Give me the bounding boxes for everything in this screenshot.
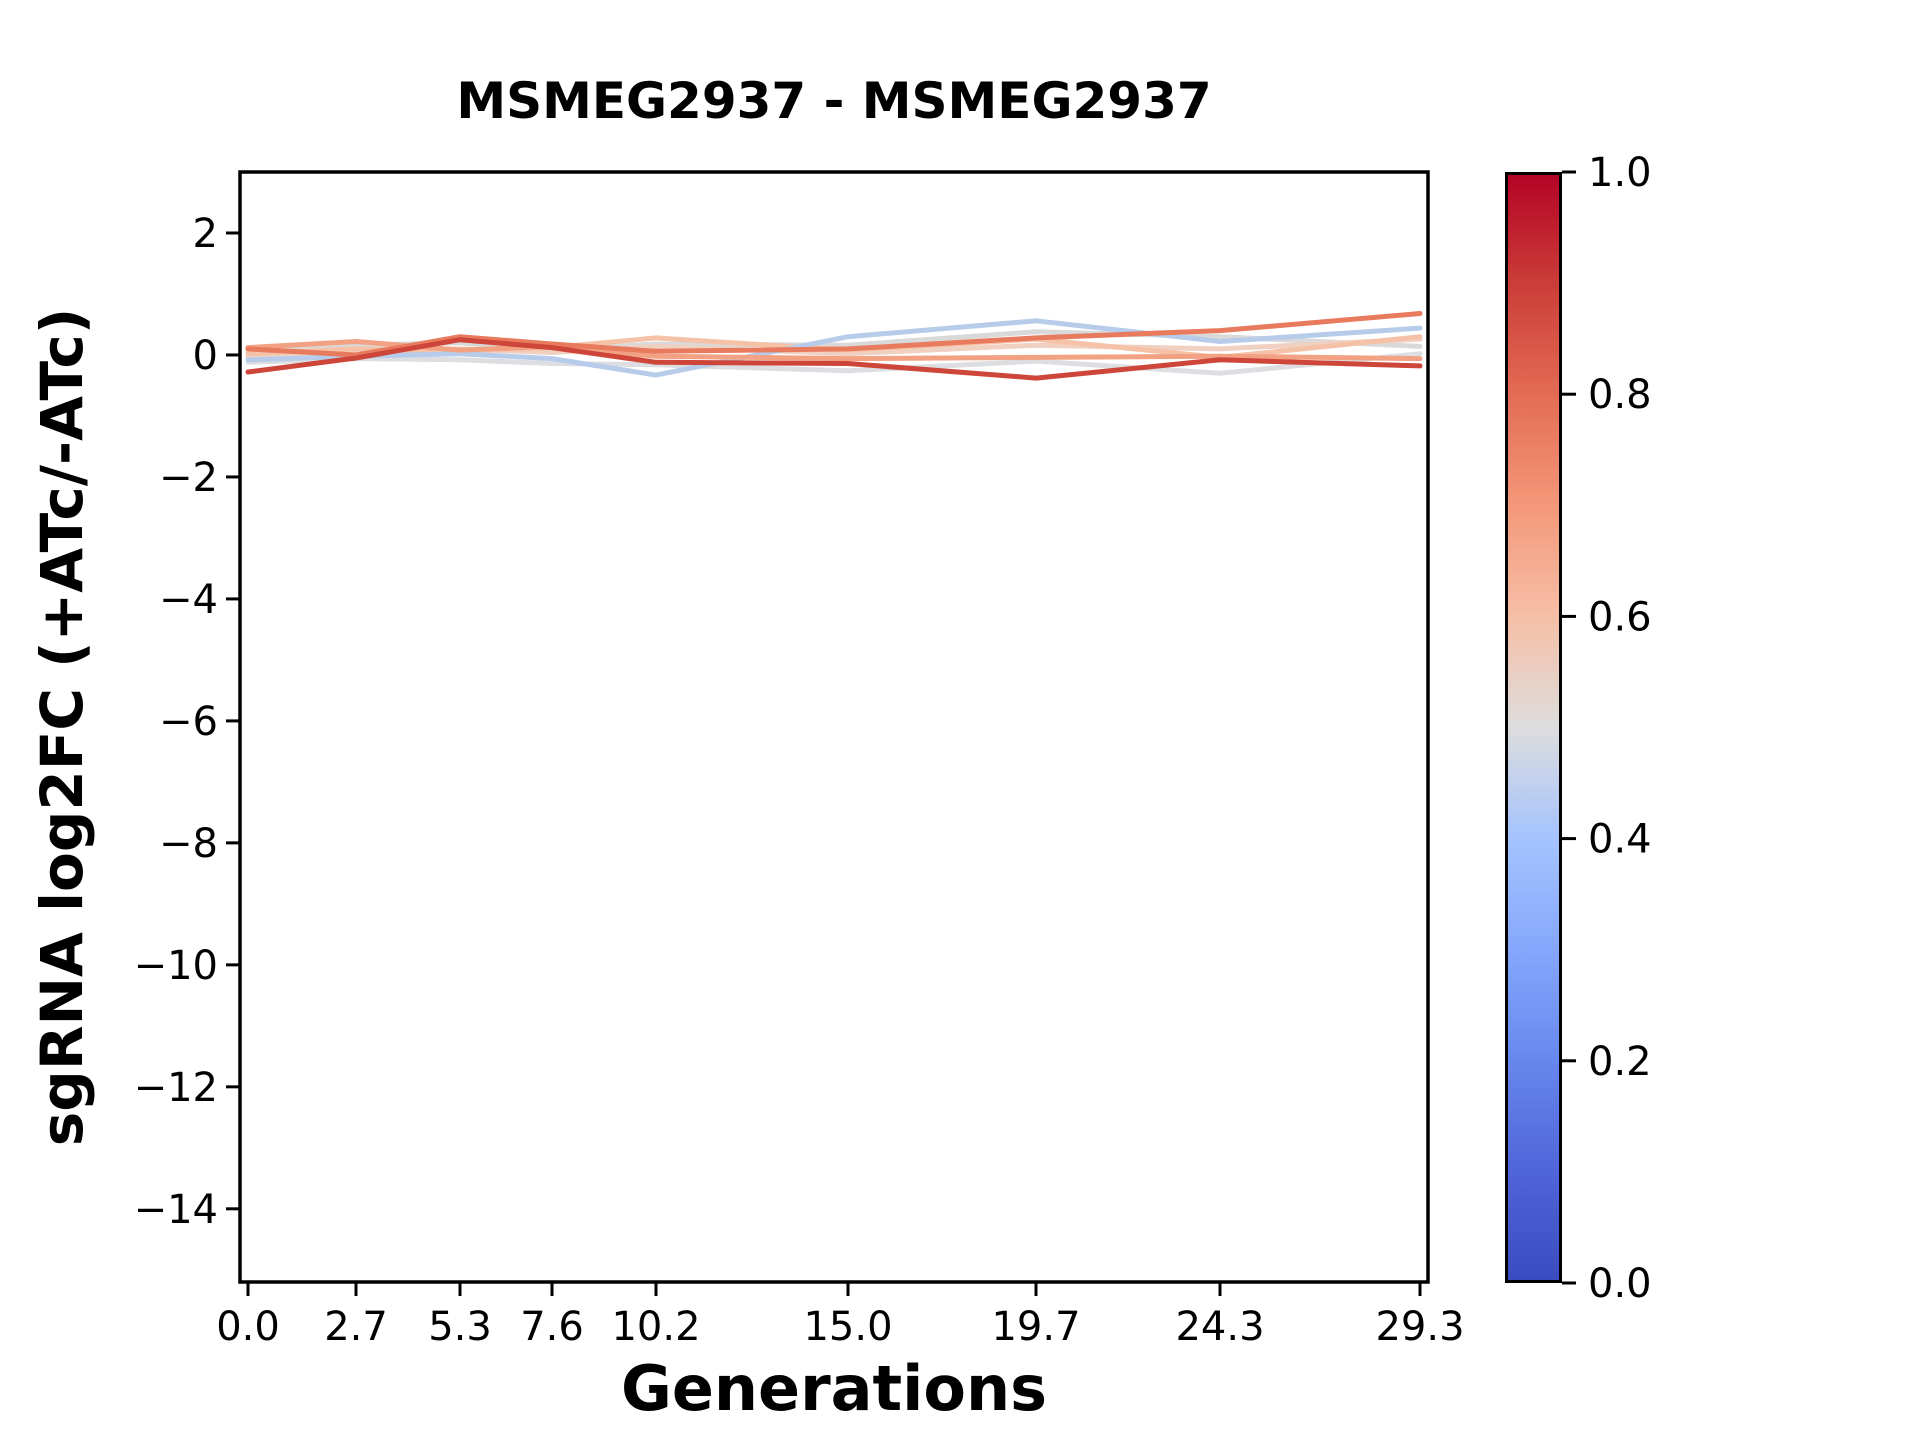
- y-tick-label: 2: [193, 211, 218, 257]
- y-tick-label: −4: [159, 577, 218, 623]
- axes-spines: [238, 170, 1430, 1284]
- y-tick-label: −2: [159, 455, 218, 501]
- x-axis-label: Generations: [620, 1352, 1048, 1425]
- chart-title: MSMEG2937 - MSMEG2937: [456, 72, 1212, 130]
- series-line-line-8: [245, 337, 1423, 381]
- colorbar-tick-label: 0.6: [1588, 594, 1652, 640]
- colorbar-tick-label: 1.0: [1588, 150, 1652, 196]
- y-tick-label: −8: [159, 821, 218, 867]
- series-line-line-7: [245, 311, 1423, 358]
- x-tick-label: 0.0: [216, 1304, 280, 1350]
- y-tick-label: 0: [193, 333, 218, 379]
- y-tick-label: −12: [134, 1065, 218, 1111]
- y-tick-label: −6: [159, 699, 218, 745]
- series-line-line-6: [245, 339, 1423, 362]
- series-group: [245, 311, 1423, 381]
- x-tick-label: 29.3: [1375, 1304, 1464, 1350]
- x-tick-label: 15.0: [803, 1304, 892, 1350]
- colorbar-tick-label: 0.0: [1588, 1261, 1652, 1307]
- colorbar-tick-label: 0.2: [1588, 1039, 1652, 1085]
- x-tick-label: 7.6: [520, 1304, 584, 1350]
- colorbar-tick-label: 0.4: [1588, 817, 1652, 863]
- y-tick-label: −14: [134, 1187, 218, 1233]
- colorbar-gradient: [1505, 172, 1562, 1283]
- x-tick-label: 5.3: [428, 1304, 492, 1350]
- x-tick-label: 24.3: [1175, 1304, 1264, 1350]
- x-tick-label: 10.2: [611, 1304, 700, 1350]
- colorbar-tick-label: 0.8: [1588, 372, 1652, 418]
- x-tick-label: 2.7: [324, 1304, 388, 1350]
- y-tick-label: −10: [134, 943, 218, 989]
- x-tick-label: 19.7: [991, 1304, 1080, 1350]
